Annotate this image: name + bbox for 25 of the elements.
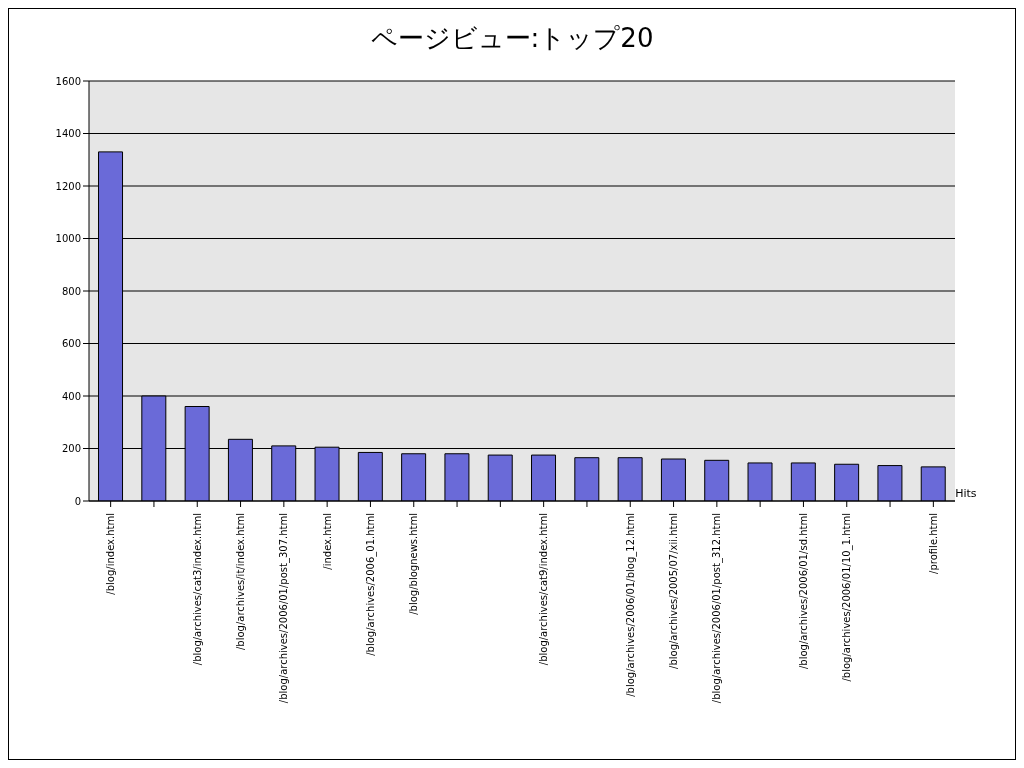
- y-tick-label: 0: [74, 495, 81, 507]
- x-tick-label: /blog/archives/cat3/index.html: [191, 513, 203, 666]
- y-tick-label: 800: [61, 285, 81, 297]
- x-tick-label: /index.html: [321, 513, 333, 570]
- x-tick-label: /blog/archives/2005/07/xii.html: [668, 513, 680, 669]
- x-tick-label: /profile.html: [927, 513, 939, 574]
- y-tick-label: 1400: [55, 128, 81, 140]
- x-tick-label: /blog/archives/2006/01/blog_12.html: [624, 513, 637, 697]
- series-label: Hits: [955, 487, 977, 500]
- y-tick-label: 1000: [55, 233, 81, 245]
- y-tick-label: 1600: [55, 75, 81, 87]
- x-tick-label: /blog/archives/2006_01.html: [364, 513, 377, 656]
- x-tick-label: /blog/index.html: [105, 513, 117, 595]
- x-tick-label: /blog/blognews.html: [408, 513, 420, 615]
- y-tick-label: 1200: [55, 180, 81, 192]
- x-tick-label: /blog/archives/2006/01/sd.html: [797, 513, 809, 670]
- x-tick-label: /blog/archives/cat9/index.html: [538, 513, 550, 666]
- x-tick-label: /blog/archives/2006/01/post_307.html: [278, 513, 291, 704]
- y-tick-label: 600: [61, 338, 81, 350]
- y-tick-label: 400: [61, 390, 81, 402]
- x-tick-label: /blog/archives/2006/01/post_312.html: [711, 513, 724, 704]
- chart-title: ページビュー:トップ20: [369, 22, 655, 55]
- x-tick-label: /blog/archives/2006/01/10_1.html: [841, 513, 854, 682]
- y-tick-label: 200: [61, 443, 81, 455]
- x-tick-label: /blog/archives/it/index.html: [235, 513, 247, 650]
